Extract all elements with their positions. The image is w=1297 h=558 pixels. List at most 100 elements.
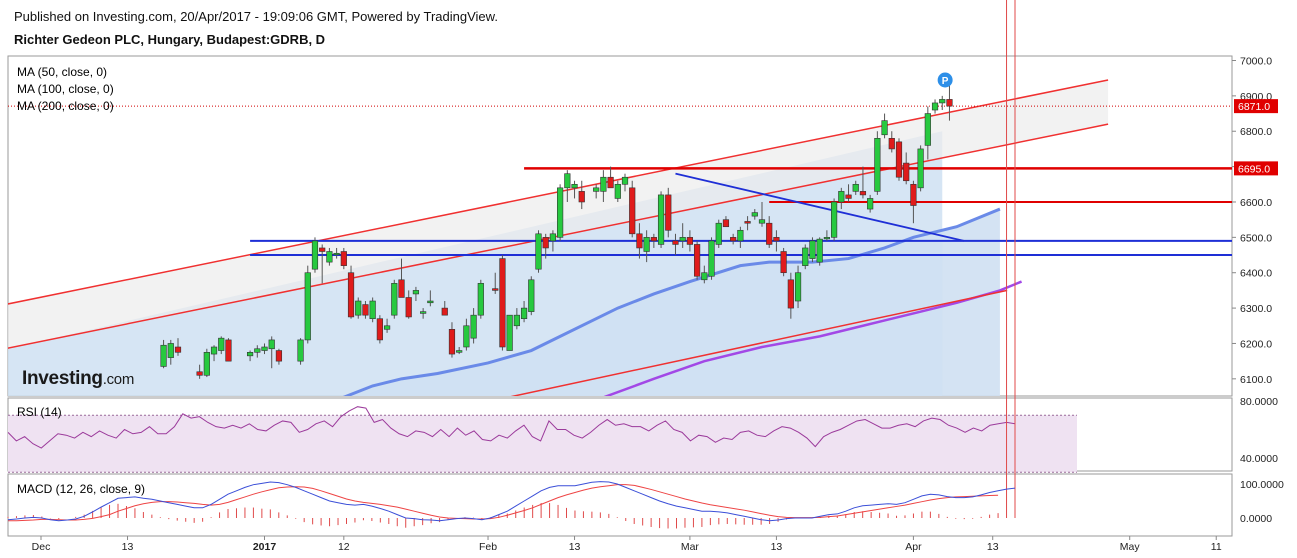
candle-body [506,314,513,351]
ma100-label: MA (100, close, 0) [17,82,114,96]
macd-signal-line [8,484,999,522]
candle-body [874,138,881,192]
macd-label: MACD (12, 26, close, 9) [17,482,146,496]
candle-body [751,212,758,217]
x-tick-label: May [1120,541,1141,553]
candle-body [650,237,657,242]
y-tick-label: 6300.0 [1240,303,1272,315]
candle-body [672,240,679,245]
candle-body [311,240,319,270]
candle-body [557,187,564,238]
candle-body [463,325,470,348]
price-tag-label: 6871.0 [1238,101,1270,113]
ma50-label: MA (50, close, 0) [17,65,108,79]
candle-body [304,272,311,341]
rsi-tick-label: 80.0000 [1240,396,1278,408]
macd-line [7,481,1016,522]
macd-tick-label: 100.0000 [1240,479,1284,491]
candle-body [859,191,867,196]
candle-body [643,237,650,252]
channel-upper-line [8,79,1109,305]
candle-body [802,247,809,266]
published-info: Published on Investing.com, 20/Apr/2017 … [14,9,498,24]
x-tick-label: Apr [905,541,922,553]
event-marker-icon [937,72,953,88]
candle-body [686,237,693,245]
candle-body [246,352,254,357]
y-tick-label: 6400.0 [1240,268,1272,280]
candle-body [297,339,304,362]
candle-body [809,240,816,259]
candle-body [347,272,355,318]
rsi-line [7,406,1016,449]
candle-body [210,346,218,355]
investing-logo: Investing.com [22,368,135,389]
x-tick-label: Mar [681,541,700,553]
x-tick-label: 11 [1211,541,1222,553]
candle-body [167,343,174,358]
candle-body [362,304,369,316]
y-tick-label: 7000.0 [1240,56,1272,68]
candle-body [758,219,766,224]
candle-body [708,240,715,277]
axes: 7000.06900.06800.06700.06600.06500.06400… [32,56,1284,554]
symbol-title: Richter Gedeon PLC, Hungary, Budapest:GD… [14,32,326,47]
candle-body [701,272,708,281]
rsi-tick-label: 40.0000 [1240,453,1278,465]
candle-body [456,350,463,353]
candle-body [203,352,210,376]
candle-body [881,120,888,136]
candle-body [593,187,600,192]
candle-body [888,138,895,150]
candle-body [852,183,859,192]
candle-body [254,348,261,353]
candle-body [578,191,585,203]
rsi-band [8,415,1077,473]
rsi-panel [7,406,1077,473]
x-tick-label: 2017 [253,541,277,553]
y-tick-label: 6800.0 [1240,126,1272,138]
candle-body [528,279,535,312]
candle-body [946,99,953,107]
candle-body [261,346,268,351]
ma200-label: MA (200, close, 0) [17,99,114,113]
candle-body [391,283,398,316]
candle-body [823,237,830,240]
candle-body [549,233,557,242]
candle-body [780,251,787,274]
candle-body [535,233,542,270]
candle-body [542,237,549,249]
x-tick-label: 13 [987,541,999,553]
candle-body [715,222,722,245]
candle-body [268,339,275,350]
price-tag [1234,99,1278,114]
candle-body [319,247,326,252]
candle-body [448,329,456,355]
candle-body [376,318,383,341]
candle-body [499,258,506,348]
x-tick-label: Dec [32,541,51,553]
candle-body [744,221,751,224]
candle-body [917,148,924,189]
price-tag [1234,161,1278,176]
candle-body [225,339,232,362]
candle-body [441,307,448,316]
candle-body [275,350,283,362]
candle-body [816,238,823,263]
candle-body [737,229,744,242]
candle-body [636,233,643,249]
candle-body [492,288,499,291]
candle-body [477,283,484,316]
candle-body [830,201,838,238]
price-tag-label: 6695.0 [1238,163,1270,175]
rsi-label: RSI (14) [17,405,62,419]
candle-body [657,194,665,245]
macd-panel [7,0,1016,529]
x-tick-label: 13 [569,541,581,553]
candle-body [895,141,903,178]
candle-body [694,244,701,277]
candle-body [369,300,376,320]
candle-body [218,337,225,351]
price-panel: P [8,72,1232,396]
